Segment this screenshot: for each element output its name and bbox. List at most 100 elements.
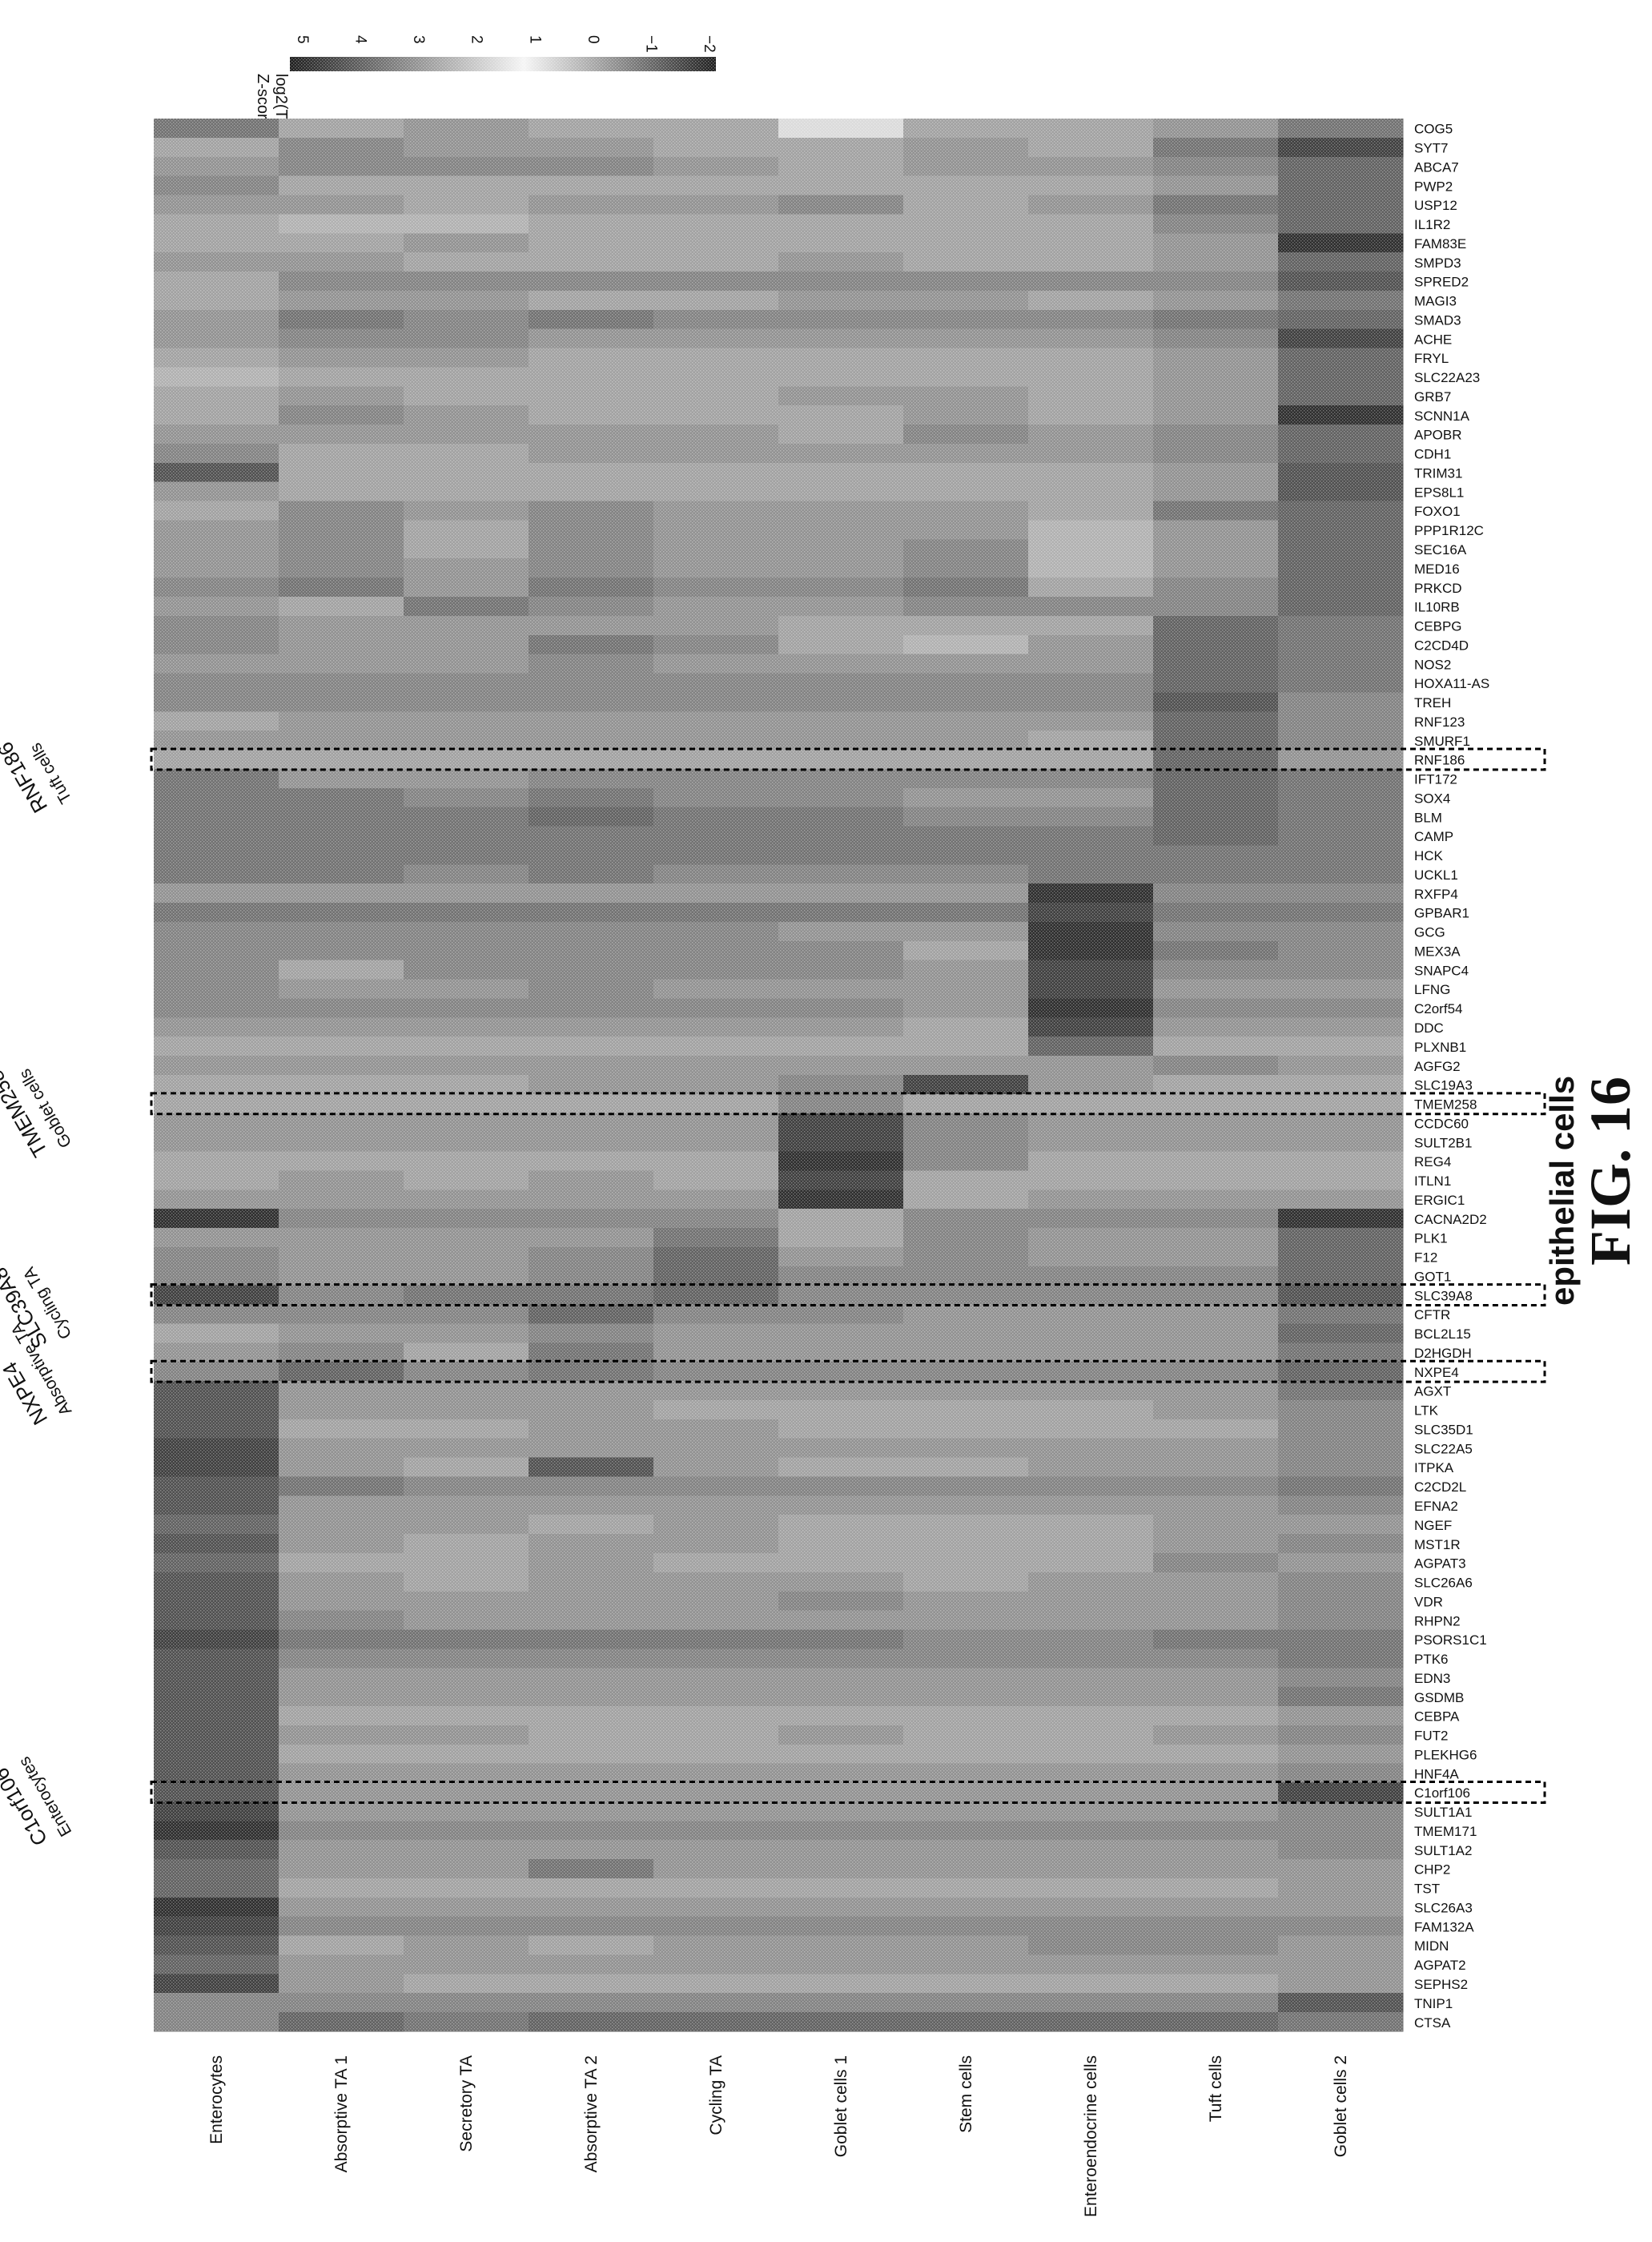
gene-label: TRIM31 (1414, 465, 1462, 481)
gene-label: SPRED2 (1414, 275, 1469, 290)
gene-label: LTK (1414, 1403, 1439, 1419)
legend-tick-label: 4 (352, 35, 369, 44)
gene-label: EPS8L1 (1414, 485, 1464, 500)
gene-label: PWP2 (1414, 179, 1453, 194)
gene-label: ACHE (1414, 332, 1452, 347)
gene-label: AGFG2 (1414, 1059, 1461, 1074)
gene-label: GOT1 (1414, 1269, 1451, 1284)
gene-label: VDR (1414, 1594, 1443, 1609)
heatmap-stipple (154, 119, 1403, 2031)
gene-label: HCK (1414, 848, 1444, 863)
gene-label: CACNA2D2 (1414, 1212, 1487, 1227)
gene-label: GRB7 (1414, 389, 1451, 405)
legend-colorbar-stipple (290, 57, 716, 71)
gene-label: CDH1 (1414, 447, 1451, 462)
gene-label: EDN3 (1414, 1671, 1450, 1686)
gene-label: NXPE4 (1414, 1365, 1459, 1380)
gene-label: CAMP (1414, 829, 1453, 844)
column-label: Enteroendocrine cells (1082, 2055, 1100, 2217)
gene-labels: COG5 SYT7 ABCA7 PWP2 USP12 IL1R2 FAM83E SMPD3 SP… (1414, 122, 1489, 2031)
gene-label: REG4 (1414, 1154, 1451, 1169)
gene-label: SULT1A2 (1414, 1843, 1472, 1858)
gene-label: LFNG (1414, 982, 1450, 997)
gene-label: GPBAR1 (1414, 906, 1469, 921)
gene-label: PSORS1C1 (1414, 1632, 1487, 1648)
gene-label: FAM83E (1414, 236, 1466, 252)
gene-label: SLC22A5 (1414, 1441, 1473, 1456)
gene-label: CEBPG (1414, 619, 1462, 634)
legend-tick-label: 0 (585, 35, 601, 44)
gene-label: SLC22A23 (1414, 370, 1480, 385)
highlight-box (150, 1781, 1546, 1804)
gene-label: GCG (1414, 925, 1445, 940)
gene-label: ITPKA (1414, 1460, 1454, 1475)
gene-label: ERGIC1 (1414, 1193, 1465, 1208)
gene-label: SEC16A (1414, 542, 1467, 557)
gene-label: PLK1 (1414, 1231, 1448, 1246)
gene-label: MIDN (1414, 1938, 1449, 1954)
gene-label: NGEF (1414, 1518, 1452, 1533)
highlight-box (150, 747, 1546, 771)
column-label: Cycling TA (707, 2055, 726, 2135)
gene-label: SEPHS2 (1414, 1977, 1468, 1992)
column-label: Absorptive TA 2 (582, 2055, 601, 2172)
gene-label: CHP2 (1414, 1862, 1450, 1878)
gene-label: PRKCD (1414, 581, 1462, 596)
column-label: Goblet cells 2 (1332, 2055, 1350, 2157)
column-label: Goblet cells 1 (832, 2055, 850, 2157)
gene-label: SYT7 (1414, 141, 1449, 156)
legend-tick-label: −1 (642, 35, 659, 53)
legend-tick-label: 2 (468, 35, 485, 44)
column-label: Stem cells (957, 2055, 975, 2133)
gene-label: SULT2B1 (1414, 1135, 1472, 1150)
gene-label: MAGI3 (1414, 294, 1457, 309)
gene-label: PPP1R12C (1414, 523, 1484, 538)
gene-label: HOXA11-AS (1414, 676, 1489, 691)
gene-label: C1orf106 (1414, 1785, 1470, 1801)
highlight-box (150, 1359, 1546, 1383)
gene-label: TREH (1414, 695, 1451, 710)
gene-label: PLXNB1 (1414, 1040, 1466, 1055)
gene-label: TMEM171 (1414, 1824, 1477, 1839)
gene-label: D2HGDH (1414, 1346, 1472, 1361)
gene-label: C2CD4D (1414, 638, 1469, 653)
gene-label: SULT1A1 (1414, 1805, 1472, 1820)
gene-label: SLC19A3 (1414, 1078, 1473, 1093)
legend-tick-label: 3 (410, 35, 427, 44)
gene-label: SMPD3 (1414, 256, 1461, 271)
column-label: Secretory TA (457, 2055, 476, 2152)
legend-title-line2: Z-score (254, 74, 271, 128)
gene-label: FAM132A (1414, 1919, 1474, 1934)
gene-label: PLEKHG6 (1414, 1747, 1477, 1762)
figure-sublabel: epithelial cells (1543, 1076, 1581, 1306)
column-labels: Enterocytes Absorptive TA 1 Secretory TA Ab… (207, 2055, 1350, 2217)
gene-label: RHPN2 (1414, 1613, 1461, 1628)
gene-label: AGXT (1414, 1384, 1451, 1399)
gene-label: CFTR (1414, 1307, 1450, 1322)
gene-label: PTK6 (1414, 1652, 1449, 1667)
gene-label: EFNA2 (1414, 1499, 1458, 1514)
column-label: Tuft cells (1207, 2055, 1225, 2122)
gene-label: SLC26A3 (1414, 1900, 1473, 1915)
gene-label: FRYL (1414, 351, 1449, 366)
highlight-box (150, 1092, 1546, 1116)
column-label: Absorptive TA 1 (332, 2055, 351, 2172)
gene-label: MST1R (1414, 1537, 1461, 1552)
gene-label: NOS2 (1414, 657, 1451, 672)
gene-label: APOBR (1414, 428, 1462, 443)
gene-label: COG5 (1414, 122, 1453, 137)
gene-label: SLC35D1 (1414, 1422, 1473, 1437)
gene-label: AGPAT2 (1414, 1958, 1466, 1973)
gene-label: HNF4A (1414, 1766, 1459, 1781)
gene-label: AGPAT3 (1414, 1556, 1466, 1572)
gene-label: ABCA7 (1414, 159, 1459, 175)
gene-label: SOX4 (1414, 791, 1450, 806)
legend-ticks: 5 4 3 2 1 0 −1 −2 (294, 35, 717, 53)
figure-label: FIG. 16 (1578, 1077, 1642, 1266)
gene-label: DDC (1414, 1020, 1444, 1036)
gene-label: SNAPC4 (1414, 963, 1469, 978)
legend-tick-label: 5 (294, 35, 311, 44)
gene-label: CCDC60 (1414, 1116, 1469, 1131)
gene-label: MEX3A (1414, 944, 1461, 959)
